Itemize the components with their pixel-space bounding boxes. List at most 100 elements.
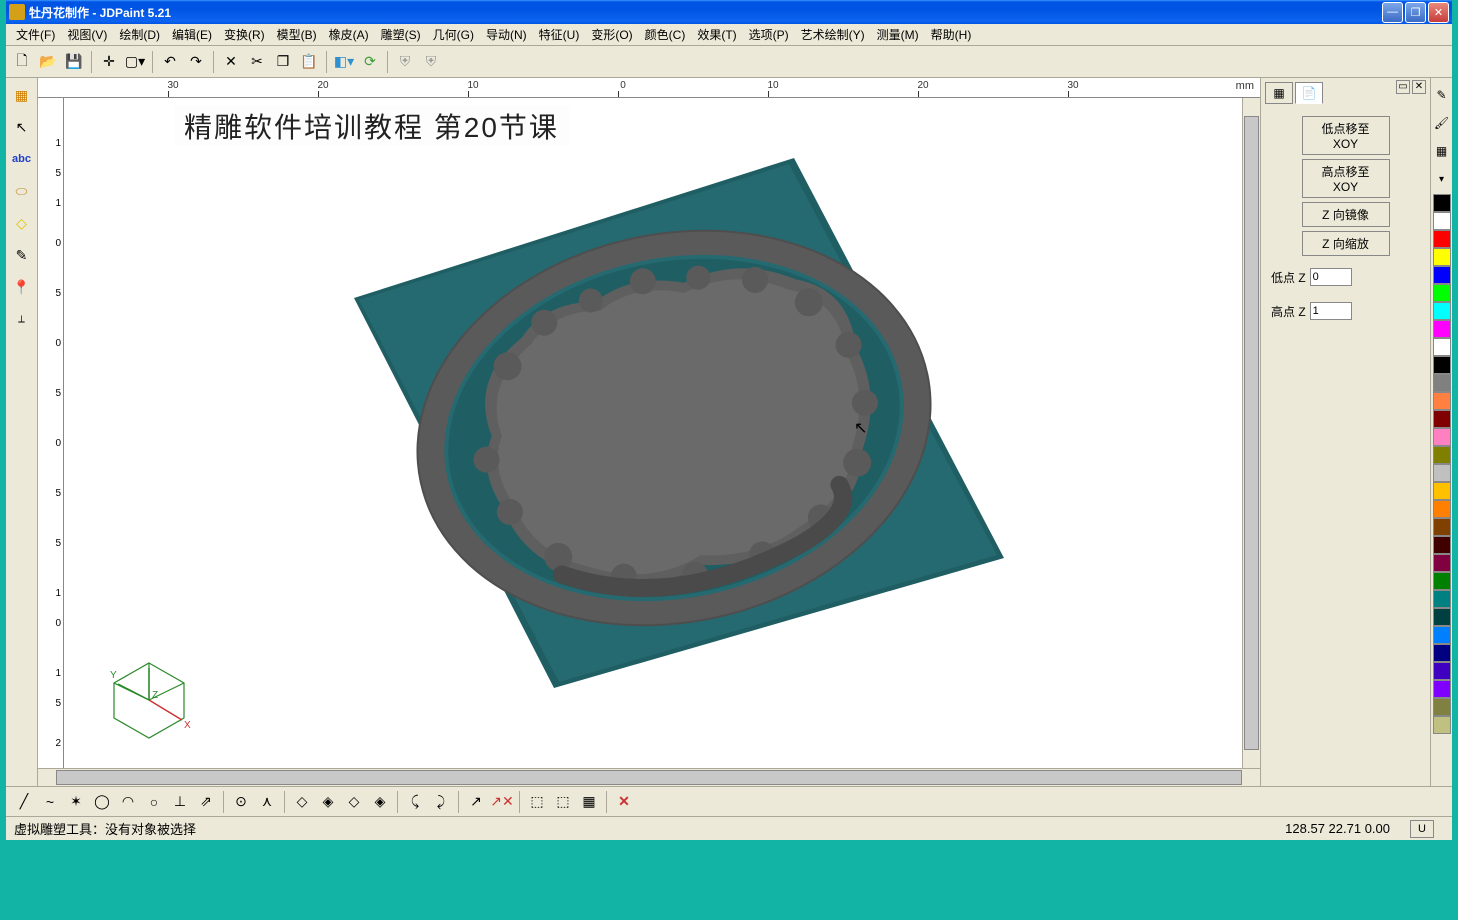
color-swatch[interactable]	[1433, 302, 1451, 320]
sculpt1-icon[interactable]: ⤹	[403, 790, 427, 814]
color-swatch[interactable]	[1433, 356, 1451, 374]
menu-item[interactable]: 橡皮(A)	[323, 24, 375, 45]
menu-item[interactable]: 编辑(E)	[166, 24, 218, 45]
eyedropper-icon[interactable]: ✎	[1429, 82, 1453, 108]
new-file-button[interactable]: 🗋	[10, 50, 34, 74]
color-swatch[interactable]	[1433, 536, 1451, 554]
snap-circle-icon[interactable]: ○	[142, 790, 166, 814]
pencil-icon[interactable]: ✎	[9, 242, 35, 268]
cancel-x-icon[interactable]: ✕	[612, 790, 636, 814]
diamond-icon[interactable]: ◇	[9, 210, 35, 236]
menu-item[interactable]: 模型(B)	[271, 24, 323, 45]
maximize-button[interactable]: ❐	[1405, 2, 1426, 23]
mesh2-icon[interactable]: ⬚	[551, 790, 575, 814]
low-z-input[interactable]	[1310, 268, 1352, 286]
relief-model[interactable]	[304, 158, 1004, 698]
refresh-button[interactable]: ⟳	[358, 50, 382, 74]
color-swatch[interactable]	[1433, 572, 1451, 590]
paste-button[interactable]: 📋	[297, 50, 321, 74]
menu-item[interactable]: 变形(O)	[585, 24, 638, 45]
measure-icon[interactable]: ⟂	[9, 306, 35, 332]
menu-item[interactable]: 测量(M)	[871, 24, 925, 45]
color-swatch[interactable]	[1433, 518, 1451, 536]
snap-perp-icon[interactable]: ⊥	[168, 790, 192, 814]
snap-intersect-icon[interactable]: ✶	[64, 790, 88, 814]
shield1-button[interactable]: ⛨	[393, 50, 417, 74]
menu-item[interactable]: 导动(N)	[480, 24, 533, 45]
brush-icon[interactable]: 🖌	[1429, 110, 1453, 136]
horizontal-scrollbar-thumb[interactable]	[56, 770, 1242, 785]
color-swatch[interactable]	[1433, 716, 1451, 734]
snap-node-icon[interactable]: ⋏	[255, 790, 279, 814]
color-swatch[interactable]	[1433, 320, 1451, 338]
color-swatch[interactable]	[1433, 230, 1451, 248]
panel-action-button[interactable]: 高点移至XOY	[1302, 159, 1390, 198]
color-swatch[interactable]	[1433, 644, 1451, 662]
menu-item[interactable]: 颜色(C)	[639, 24, 692, 45]
palette-pattern-icon[interactable]: ▦	[1429, 138, 1453, 164]
vertical-scrollbar[interactable]	[1242, 98, 1260, 768]
selection-mode-button[interactable]: ▢▾	[123, 50, 147, 74]
panel-dock-icon[interactable]: ▭	[1396, 80, 1410, 94]
minimize-button[interactable]: —	[1382, 2, 1403, 23]
sculpt2-icon[interactable]: ⤸	[429, 790, 453, 814]
redo-button[interactable]: ↷	[184, 50, 208, 74]
color-swatch[interactable]	[1433, 482, 1451, 500]
close-button[interactable]: ✕	[1428, 2, 1449, 23]
snap-arc-icon[interactable]: ◠	[116, 790, 140, 814]
menu-item[interactable]: 特征(U)	[533, 24, 586, 45]
color-swatch[interactable]	[1433, 680, 1451, 698]
menu-item[interactable]: 效果(T)	[691, 24, 742, 45]
menu-item[interactable]: 几何(G)	[427, 24, 480, 45]
save-file-button[interactable]: 💾	[62, 50, 86, 74]
diamond4-icon[interactable]: ◈	[368, 790, 392, 814]
text-icon[interactable]: abc	[9, 146, 35, 172]
crosshair-button[interactable]: ✛	[97, 50, 121, 74]
color-swatch[interactable]	[1433, 374, 1451, 392]
mesh1-icon[interactable]: ⬚	[525, 790, 549, 814]
panel-close-icon[interactable]: ✕	[1412, 80, 1426, 94]
diamond2-icon[interactable]: ◈	[316, 790, 340, 814]
diamond3-icon[interactable]: ◇	[342, 790, 366, 814]
color-swatch[interactable]	[1433, 284, 1451, 302]
panel-action-button[interactable]: Z 向镜像	[1302, 202, 1390, 227]
shield2-button[interactable]: ⛨	[419, 50, 443, 74]
high-z-input[interactable]	[1310, 302, 1352, 320]
menu-item[interactable]: 艺术绘制(Y)	[795, 24, 871, 45]
menu-item[interactable]: 变换(R)	[218, 24, 271, 45]
color-swatch[interactable]	[1433, 500, 1451, 518]
color-swatch[interactable]	[1433, 428, 1451, 446]
color-swatch[interactable]	[1433, 446, 1451, 464]
pushpin-icon[interactable]: 📍	[9, 274, 35, 300]
color-swatch[interactable]	[1433, 464, 1451, 482]
delete-button[interactable]: ✕	[219, 50, 243, 74]
menu-item[interactable]: 绘制(D)	[113, 24, 166, 45]
snap-tangent-icon[interactable]: ◯	[90, 790, 114, 814]
3d-cube-button[interactable]: ◧▾	[332, 50, 356, 74]
snap-curve-icon[interactable]: ~	[38, 790, 62, 814]
color-swatch[interactable]	[1433, 338, 1451, 356]
palette-down-icon[interactable]: ▾	[1429, 166, 1453, 192]
color-swatch[interactable]	[1433, 626, 1451, 644]
color-swatch[interactable]	[1433, 590, 1451, 608]
snap-line-icon[interactable]: ╱	[12, 790, 36, 814]
undo-button[interactable]: ↶	[158, 50, 182, 74]
pointer-icon[interactable]: ↖	[9, 114, 35, 140]
color-swatch[interactable]	[1433, 392, 1451, 410]
panel-action-button[interactable]: Z 向缩放	[1302, 231, 1390, 256]
color-swatch[interactable]	[1433, 248, 1451, 266]
menu-item[interactable]: 帮助(H)	[925, 24, 978, 45]
diamond1-icon[interactable]: ◇	[290, 790, 314, 814]
panel-tab-1[interactable]: ▦	[1265, 82, 1293, 104]
open-file-button[interactable]: 📂	[36, 50, 60, 74]
color-swatch[interactable]	[1433, 554, 1451, 572]
select-rect-icon[interactable]: ▦	[9, 82, 35, 108]
color-swatch[interactable]	[1433, 266, 1451, 284]
color-swatch[interactable]	[1433, 212, 1451, 230]
axis-gizmo[interactable]: Y Z X	[104, 658, 194, 748]
mesh3-icon[interactable]: ▦	[577, 790, 601, 814]
cylinder-icon[interactable]: ⬭	[9, 178, 35, 204]
panel-action-button[interactable]: 低点移至XOY	[1302, 116, 1390, 155]
menu-item[interactable]: 文件(F)	[10, 24, 61, 45]
menu-item[interactable]: 视图(V)	[61, 24, 113, 45]
